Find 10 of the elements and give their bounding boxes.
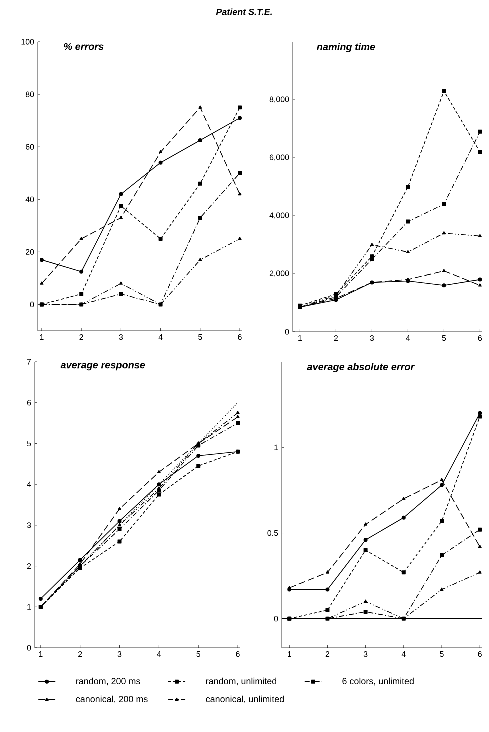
- text: Patient S.T.E.: [216, 8, 272, 16]
- legend-label: canonical, unlimited: [206, 696, 284, 704]
- chart-title: naming time: [317, 43, 376, 52]
- legend-label: 6 colors, unlimited: [342, 678, 414, 686]
- chart-title: average response: [60, 363, 146, 371]
- legend-label: canonical, 200 ms: [76, 696, 148, 704]
- legend-label: random, unlimited: [206, 678, 277, 686]
- chart-title: average absolute error: [307, 363, 416, 372]
- legend-label: random, 200 ms: [76, 678, 140, 686]
- chart-title: % errors: [64, 43, 104, 50]
